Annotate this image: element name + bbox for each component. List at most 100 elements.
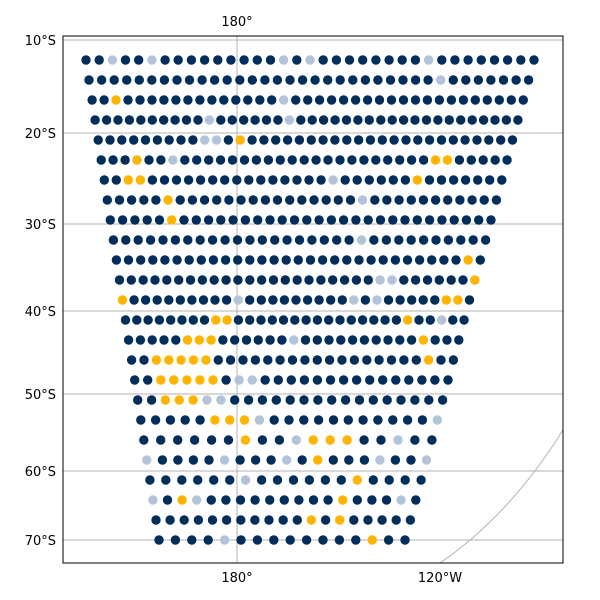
station-point — [159, 115, 169, 125]
station-point — [301, 315, 311, 325]
station-point — [328, 415, 339, 425]
station-point — [96, 155, 106, 165]
station-point — [294, 495, 304, 505]
station-point — [203, 535, 213, 545]
station-point — [320, 475, 331, 485]
station-point — [183, 95, 193, 105]
station-point — [418, 295, 428, 305]
station-point — [206, 495, 216, 505]
station-point — [150, 415, 161, 425]
station-point — [342, 255, 352, 265]
station-point — [101, 115, 112, 125]
station-point — [248, 195, 258, 205]
station-point — [107, 55, 118, 65]
station-point — [318, 535, 328, 545]
station-point — [359, 455, 370, 465]
station-point — [307, 115, 317, 125]
station-point — [171, 95, 181, 105]
station-point — [354, 255, 364, 265]
station-point — [268, 275, 279, 285]
station-point — [154, 315, 165, 325]
station-point — [160, 395, 171, 405]
station-point — [269, 255, 279, 265]
station-point — [339, 275, 350, 285]
station-point — [386, 95, 397, 105]
station-point — [359, 155, 369, 165]
station-point — [123, 175, 133, 185]
station-point — [166, 315, 176, 325]
station-point — [259, 135, 269, 145]
station-point — [352, 495, 362, 505]
station-point — [400, 475, 410, 485]
station-point — [496, 135, 506, 145]
station-point — [314, 95, 325, 105]
station-point — [442, 155, 453, 165]
station-point — [381, 235, 392, 245]
station-point — [308, 495, 319, 505]
station-point — [265, 215, 275, 225]
station-point — [369, 235, 379, 245]
station-point — [294, 235, 305, 245]
station-point — [292, 175, 302, 185]
station-point — [81, 55, 91, 65]
station-point — [403, 315, 413, 325]
station-point — [123, 335, 134, 345]
station-point — [207, 95, 217, 105]
station-point — [313, 415, 324, 425]
station-point — [247, 375, 257, 385]
station-point — [191, 215, 201, 225]
station-point — [235, 135, 245, 145]
station-point — [173, 435, 183, 445]
station-point — [486, 75, 496, 85]
station-point — [470, 275, 480, 285]
station-point — [401, 135, 411, 145]
station-point — [129, 135, 139, 145]
station-point — [145, 475, 155, 485]
station-point — [267, 315, 277, 325]
station-point — [458, 95, 469, 105]
station-point — [120, 315, 131, 325]
station-point — [458, 275, 468, 285]
station-point — [225, 355, 236, 365]
station-point — [200, 135, 210, 145]
station-point — [291, 95, 301, 105]
station-point — [147, 95, 157, 105]
station-point — [516, 55, 526, 65]
station-point — [170, 535, 181, 545]
station-point — [227, 155, 238, 165]
station-point — [147, 115, 157, 125]
station-point — [247, 135, 257, 145]
station-point — [325, 435, 335, 445]
station-point — [313, 455, 323, 465]
station-point — [255, 95, 265, 105]
station-point — [424, 135, 435, 145]
station-point — [406, 335, 417, 345]
station-point — [206, 435, 217, 445]
station-point — [120, 55, 131, 65]
station-point — [151, 515, 161, 525]
station-point — [152, 135, 163, 145]
station-point — [133, 395, 143, 405]
station-point — [277, 215, 287, 225]
station-point — [476, 55, 486, 65]
station-point — [335, 515, 345, 525]
station-point — [353, 115, 363, 125]
station-point — [181, 115, 192, 125]
station-point — [124, 115, 135, 125]
station-point — [388, 175, 398, 185]
station-point — [393, 435, 403, 445]
station-point — [256, 475, 267, 485]
station-point — [198, 295, 209, 305]
station-point — [171, 175, 182, 185]
station-point — [257, 255, 267, 265]
station-point — [250, 495, 260, 505]
station-point — [271, 135, 281, 145]
station-point — [410, 55, 421, 65]
station-point — [300, 355, 310, 365]
station-point — [383, 535, 394, 545]
station-point — [430, 375, 440, 385]
station-point — [436, 135, 447, 145]
station-point — [453, 295, 463, 305]
station-point — [151, 195, 161, 205]
station-point — [224, 195, 234, 205]
